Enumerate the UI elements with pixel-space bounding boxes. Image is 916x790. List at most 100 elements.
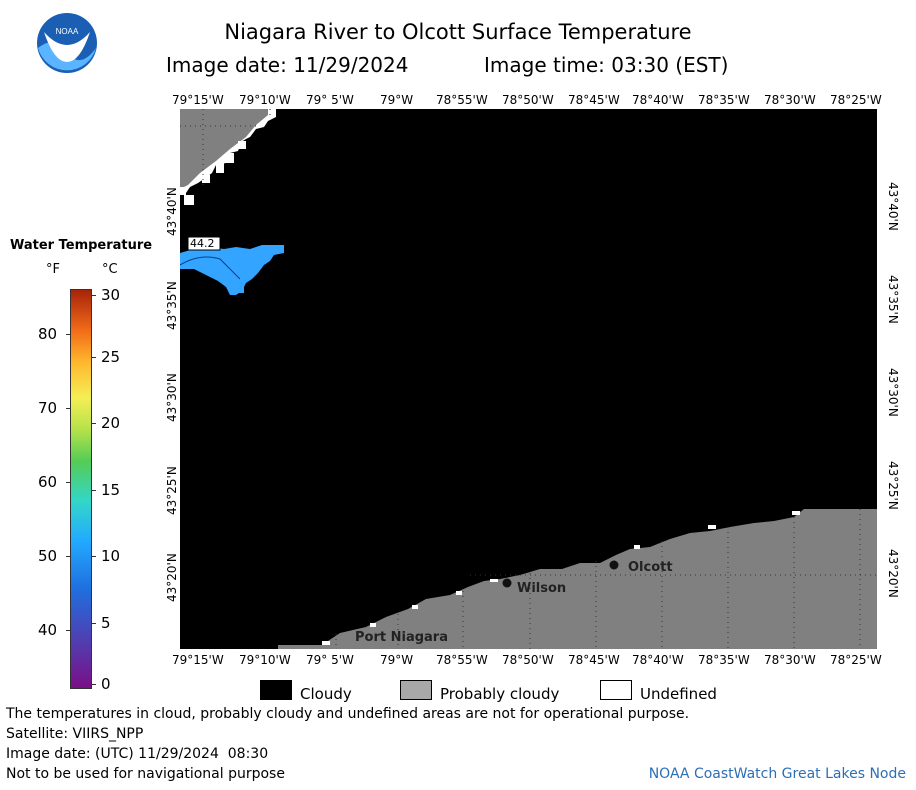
lat-label-right: 43°25'N	[886, 461, 900, 510]
f-tick	[66, 408, 70, 409]
place-label-wilson: Wilson	[517, 581, 567, 596]
f-tick	[66, 482, 70, 483]
map-area: 44.2	[180, 109, 877, 649]
credit-text: NOAA CoastWatch Great Lakes Node	[648, 766, 906, 782]
cloudy-swatch	[260, 680, 292, 700]
probably-cloudy-swatch	[400, 680, 432, 700]
undefined-notch	[634, 545, 640, 549]
lon-label-top: 78°45'W	[568, 93, 620, 107]
undefined-notch	[792, 511, 800, 515]
f-tick-label: 50	[38, 547, 58, 565]
place-label-port-niagara: Port Niagara	[355, 630, 448, 645]
f-tick-label: 60	[38, 473, 58, 491]
image-time: Image time: 03:30 (EST)	[484, 53, 729, 77]
lon-label-bottom: 79°10'W	[239, 653, 291, 667]
lon-label-bottom: 78°55'W	[436, 653, 488, 667]
lat-label-left: 43°25'N	[165, 466, 179, 515]
undefined-notch	[412, 605, 418, 609]
lon-label-bottom: 79°15'W	[172, 653, 224, 667]
c-tick-label: 15	[101, 481, 121, 499]
lon-label-bottom: 78°35'W	[698, 653, 750, 667]
olcott-marker	[609, 560, 619, 570]
c-tick	[92, 556, 96, 557]
lon-label-top: 78°30'W	[764, 93, 816, 107]
disclaimer-note: The temperatures in cloud, probably clou…	[6, 706, 690, 722]
image-date: Image date: 11/29/2024	[166, 53, 409, 77]
canada-land	[180, 109, 268, 189]
f-tick-label: 40	[38, 621, 58, 639]
lat-label-right: 43°40'N	[886, 182, 900, 231]
lon-label-top: 78°35'W	[698, 93, 750, 107]
undefined-notch	[456, 591, 462, 595]
wilson-marker	[502, 578, 512, 588]
undefined-block	[184, 195, 194, 205]
lon-label-top: 78°50'W	[502, 93, 554, 107]
unit-fahrenheit: °F	[46, 262, 60, 277]
water-block	[234, 287, 244, 293]
lon-label-top: 78°40'W	[632, 93, 684, 107]
f-tick-label: 70	[38, 399, 58, 417]
legend-title: Water Temperature	[10, 238, 153, 253]
lat-label-left: 43°30'N	[165, 373, 179, 422]
undefined-notch	[490, 579, 498, 582]
c-tick	[92, 684, 96, 685]
undefined-block	[180, 187, 186, 195]
c-tick-label: 5	[101, 614, 111, 632]
lon-label-top: 79° 5'W	[306, 93, 354, 107]
lon-label-bottom: 78°40'W	[632, 653, 684, 667]
lon-label-top: 79°15'W	[172, 93, 224, 107]
lat-label-left: 43°20'N	[165, 553, 179, 602]
lon-label-bottom: 79° 5'W	[306, 653, 354, 667]
f-tick	[66, 630, 70, 631]
navigation-note: Not to be used for navigational purpose	[6, 766, 285, 782]
lon-label-top: 78°55'W	[436, 93, 488, 107]
lon-label-top: 79°W	[380, 93, 414, 107]
lon-label-bottom: 78°45'W	[568, 653, 620, 667]
c-tick	[92, 295, 96, 296]
lon-label-top: 78°25'W	[830, 93, 882, 107]
c-tick-label: 10	[101, 547, 121, 565]
river-outline	[180, 256, 241, 280]
undefined-block	[226, 153, 234, 163]
color-scale-bar	[70, 289, 92, 689]
temperature-label: 44.2	[190, 237, 215, 250]
undefined-block	[202, 175, 210, 183]
lon-label-top: 79°10'W	[239, 93, 291, 107]
cloudy-label: Cloudy	[300, 685, 352, 703]
undefined-block	[216, 163, 224, 173]
f-tick-label: 80	[38, 325, 58, 343]
lon-label-bottom: 79°W	[380, 653, 414, 667]
c-tick	[92, 623, 96, 624]
undefined-swatch	[600, 680, 632, 700]
place-label-olcott: Olcott	[628, 560, 673, 575]
undefined-label: Undefined	[640, 685, 717, 703]
f-tick	[66, 334, 70, 335]
probably-cloudy-label: Probably cloudy	[440, 685, 560, 703]
temperature-label-box	[187, 236, 221, 251]
undefined-notch	[708, 525, 716, 529]
lat-label-right: 43°30'N	[886, 368, 900, 417]
satellite-note: Satellite: VIIRS_NPP	[6, 726, 144, 742]
c-tick-label: 20	[101, 414, 121, 432]
c-tick-label: 30	[101, 286, 121, 304]
undefined-notch	[370, 623, 376, 627]
south-shore-land	[278, 509, 877, 649]
utc-date-note: Image date: (UTC) 11/29/2024 08:30	[6, 746, 269, 762]
lat-label-left: 43°35'N	[165, 281, 179, 330]
lat-label-right: 43°20'N	[886, 549, 900, 598]
lon-label-bottom: 78°25'W	[830, 653, 882, 667]
undefined-notch	[322, 641, 330, 645]
undefined-block	[238, 141, 246, 149]
page-title: Niagara River to Olcott Surface Temperat…	[224, 20, 692, 44]
c-tick	[92, 357, 96, 358]
c-tick-label: 25	[101, 348, 121, 366]
lon-label-bottom: 78°50'W	[502, 653, 554, 667]
noaa-logo-text: NOAA	[56, 27, 79, 36]
lat-label-left: 43°40'N	[165, 187, 179, 236]
noaa-logo: NOAA	[37, 13, 97, 73]
graticule	[180, 109, 877, 649]
unit-celsius: °C	[102, 262, 118, 277]
undefined-region	[180, 109, 276, 193]
c-tick	[92, 423, 96, 424]
c-tick	[92, 490, 96, 491]
